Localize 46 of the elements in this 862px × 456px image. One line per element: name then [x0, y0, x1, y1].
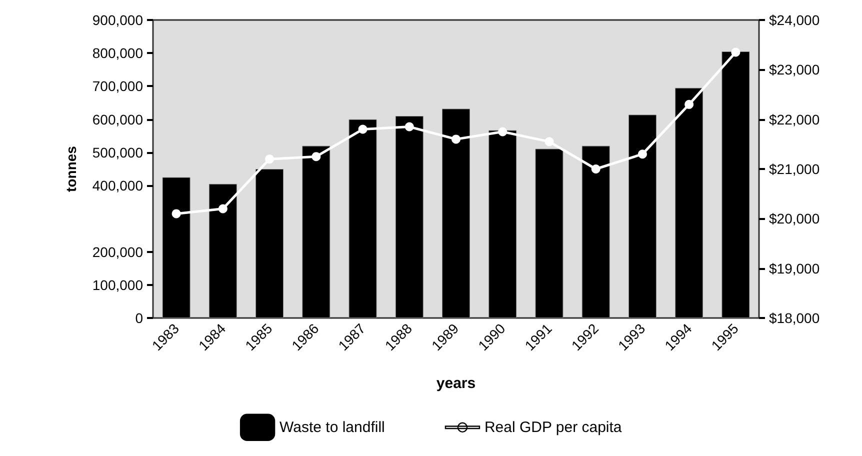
point: [312, 152, 321, 162]
bar: [395, 116, 424, 318]
point: [638, 150, 647, 159]
bar: [582, 146, 610, 318]
point: [452, 134, 460, 144]
y-tick-label: 700,000: [92, 78, 144, 94]
y2-tick-label: $19,000: [769, 260, 820, 276]
y-tick-label: 900,000: [92, 12, 144, 28]
bar: [628, 114, 656, 318]
point: [544, 137, 554, 146]
point: [218, 204, 228, 214]
y-tick-label: 500,000: [92, 144, 144, 160]
y-tick-label: 100,000: [92, 276, 144, 293]
y2-tick-label: $24,000: [769, 12, 820, 28]
point: [591, 164, 600, 174]
bar: [162, 177, 190, 318]
y-tick-label: 800,000: [92, 45, 144, 62]
point: [498, 127, 508, 136]
legend-label: Waste to landfill: [280, 418, 385, 436]
bar: [208, 184, 237, 318]
y2-tick-label: $20,000: [769, 210, 820, 227]
point: [265, 154, 274, 164]
point: [172, 209, 181, 218]
bar: [302, 146, 330, 318]
y-tick-label: 400,000: [92, 178, 144, 194]
bar: [348, 119, 377, 318]
y-tick-label: 600,000: [92, 111, 144, 128]
y2-tick-label: $18,000: [769, 310, 820, 326]
bar: [722, 51, 750, 318]
y2-tick-label: $21,000: [769, 161, 820, 177]
y-axis-title: tonnes: [63, 146, 79, 192]
bar: [256, 169, 284, 318]
x-axis-title: years: [436, 375, 476, 392]
point: [731, 48, 740, 57]
point: [684, 100, 694, 109]
bar: [675, 88, 704, 318]
bar: [442, 108, 470, 318]
y2-tick-label: $23,000: [769, 62, 820, 78]
y-tick-label: 0: [135, 310, 144, 326]
bar: [535, 148, 564, 318]
y-tick-label: 200,000: [92, 244, 144, 260]
legend-label: Real GDP per capita: [484, 418, 622, 436]
point: [404, 122, 414, 132]
y2-tick-label: $22,000: [769, 111, 820, 128]
point: [358, 124, 368, 134]
bar: [488, 130, 517, 318]
